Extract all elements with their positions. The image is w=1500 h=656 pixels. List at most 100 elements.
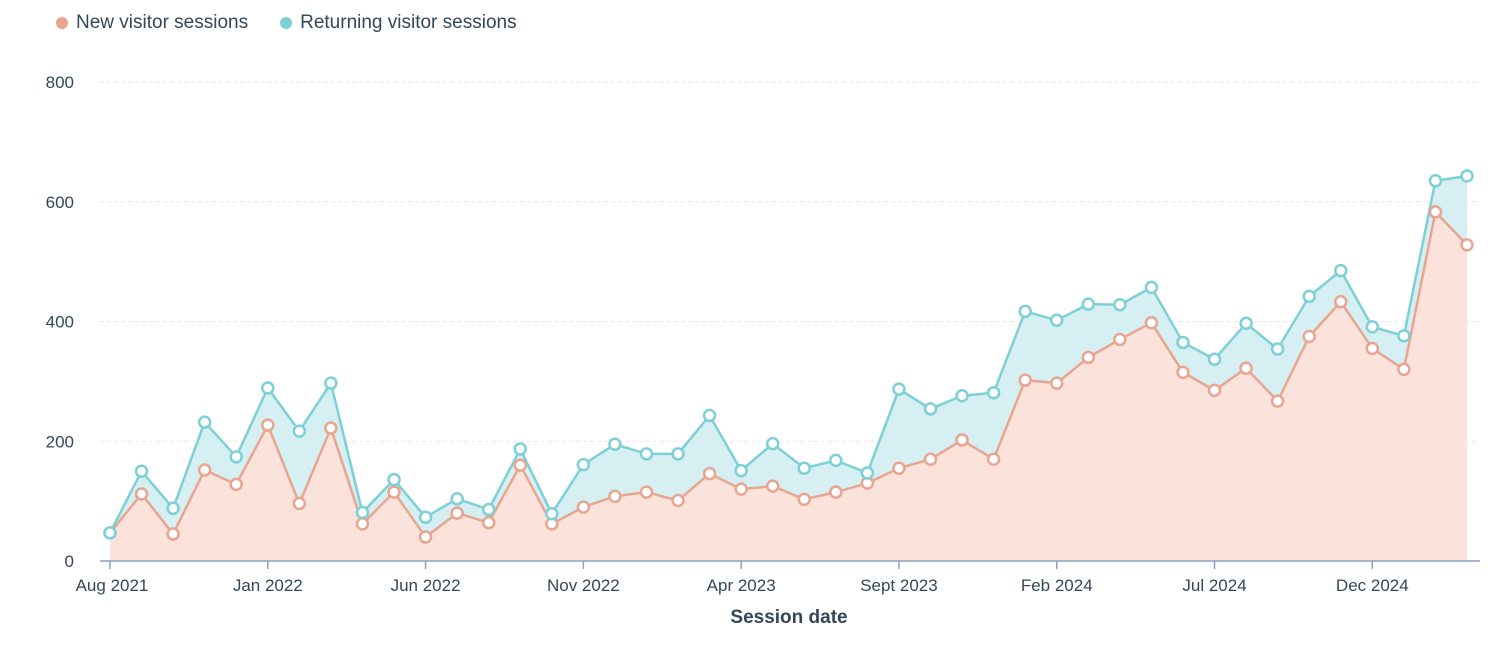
- returning-sessions-point: [923, 402, 938, 416]
- returning-sessions-point: [418, 510, 433, 525]
- returning-sessions-point: [450, 491, 464, 506]
- new-sessions-point: [1365, 341, 1380, 356]
- returning-sessions-point: [1113, 297, 1127, 312]
- returning-sessions-point: [671, 447, 685, 461]
- legend-dot-new: [56, 17, 68, 29]
- y-tick-label-200: 200: [46, 432, 74, 451]
- returning-sessions-point: [387, 472, 401, 487]
- new-sessions-point: [955, 433, 969, 447]
- returning-sessions-point: [608, 437, 622, 451]
- returning-sessions-point: [1081, 297, 1096, 311]
- returning-sessions-point: [765, 436, 780, 451]
- returning-sessions-point: [829, 453, 843, 468]
- new-sessions-point: [481, 515, 496, 530]
- returning-sessions-point: [261, 381, 275, 395]
- returning-sessions-point: [1365, 320, 1380, 334]
- returning-sessions-point: [576, 457, 591, 472]
- returning-sessions-point: [324, 376, 338, 390]
- new-sessions-point: [639, 485, 654, 499]
- x-axis-title: Session date: [730, 607, 847, 628]
- returning-sessions-point: [1334, 263, 1348, 278]
- new-sessions-point: [702, 466, 717, 481]
- returning-sessions-point: [481, 502, 496, 517]
- returning-sessions-point: [545, 506, 559, 521]
- new-sessions-point: [513, 458, 528, 472]
- returning-sessions-point: [1397, 329, 1411, 343]
- returning-sessions-line: [108, 174, 1468, 534]
- y-tick-label-0: 0: [65, 552, 74, 571]
- returning-sessions-point: [1302, 289, 1316, 304]
- new-sessions-point: [292, 496, 307, 511]
- legend-dot-returning: [280, 17, 293, 29]
- returning-sessions-point: [639, 447, 654, 461]
- returning-sessions-point: [1049, 313, 1064, 328]
- new-sessions-point: [1460, 238, 1474, 252]
- new-sessions-point: [166, 527, 180, 541]
- returning-sessions-point: [103, 526, 117, 540]
- y-tick-label-600: 600: [46, 193, 74, 212]
- new-sessions-point: [1018, 373, 1032, 387]
- returning-sessions-point: [797, 461, 812, 475]
- new-sessions-point: [229, 477, 243, 492]
- new-sessions-point: [1397, 362, 1411, 377]
- new-sessions-point: [261, 418, 275, 432]
- area-layer: [110, 176, 1467, 561]
- y-tick-label-800: 800: [46, 73, 74, 92]
- new-sessions-point: [1176, 365, 1190, 380]
- new-sessions-point: [1113, 332, 1127, 347]
- x-tick-label-2: Jun 2022: [391, 576, 461, 595]
- axis-layer: 0 200 400 600 800 Aug 2021 Jan 2022 Jun 2022 Nov…: [46, 73, 1480, 595]
- returning-sessions-point: [1428, 174, 1443, 188]
- returning-sessions-point: [513, 442, 528, 456]
- legend-item-new[interactable]: New visitor sessions: [56, 12, 248, 34]
- new-sessions-point: [134, 487, 149, 501]
- new-sessions-point: [1270, 394, 1285, 408]
- new-sessions-point: [829, 485, 843, 499]
- new-sessions-point: [197, 463, 212, 477]
- returning-sessions-point: [892, 382, 906, 396]
- new-sessions-point: [1428, 205, 1443, 219]
- new-sessions-point: [1239, 361, 1253, 375]
- returning-sessions-point: [1176, 335, 1190, 350]
- new-sessions-point: [1334, 294, 1348, 309]
- new-sessions-point: [986, 452, 1001, 466]
- returning-sessions-point: [166, 501, 180, 516]
- new-sessions-point: [387, 485, 401, 499]
- new-sessions-point: [1302, 329, 1316, 344]
- new-sessions-point: [734, 482, 748, 496]
- returning-sessions-point: [355, 505, 370, 520]
- x-tick-label-5: Sept 2023: [860, 576, 938, 595]
- returning-sessions-point: [955, 388, 969, 403]
- x-tick-label-6: Feb 2024: [1021, 576, 1093, 595]
- new-sessions-point: [1207, 383, 1222, 398]
- returning-sessions-point: [197, 415, 212, 429]
- new-sessions-point: [576, 500, 591, 514]
- new-sessions-point: [892, 461, 906, 475]
- new-sessions-point: [671, 493, 685, 508]
- new-sessions-point: [608, 489, 622, 504]
- y-tick-label-400: 400: [46, 313, 74, 332]
- returning-sessions-point: [1018, 304, 1032, 319]
- x-tick-label-8: Dec 2024: [1336, 576, 1409, 595]
- returning-sessions-point: [1239, 316, 1253, 331]
- point-layer: [103, 169, 1474, 544]
- legend-label-new: New visitor sessions: [76, 12, 249, 33]
- new-sessions-point: [797, 492, 812, 507]
- x-tick-label-4: Apr 2023: [707, 576, 776, 595]
- legend-item-returning[interactable]: Returning visitor sessions: [280, 12, 517, 34]
- returning-sessions-point: [292, 424, 307, 438]
- returning-sessions-point: [1207, 352, 1222, 366]
- new-sessions-point: [355, 517, 370, 531]
- returning-sessions-point: [1460, 169, 1474, 183]
- new-sessions-point: [1144, 315, 1159, 330]
- chart-legend: New visitor sessions Returning visitor s…: [56, 12, 517, 34]
- new-sessions-area: [110, 211, 1467, 561]
- new-sessions-point: [324, 421, 338, 435]
- new-sessions-point: [450, 506, 464, 520]
- returning-sessions-point: [860, 466, 875, 480]
- x-tick-label-7: Jul 2024: [1182, 576, 1246, 595]
- returning-sessions-point: [986, 386, 1001, 400]
- new-sessions-point: [1081, 350, 1096, 365]
- returning-sessions-point: [1270, 342, 1285, 356]
